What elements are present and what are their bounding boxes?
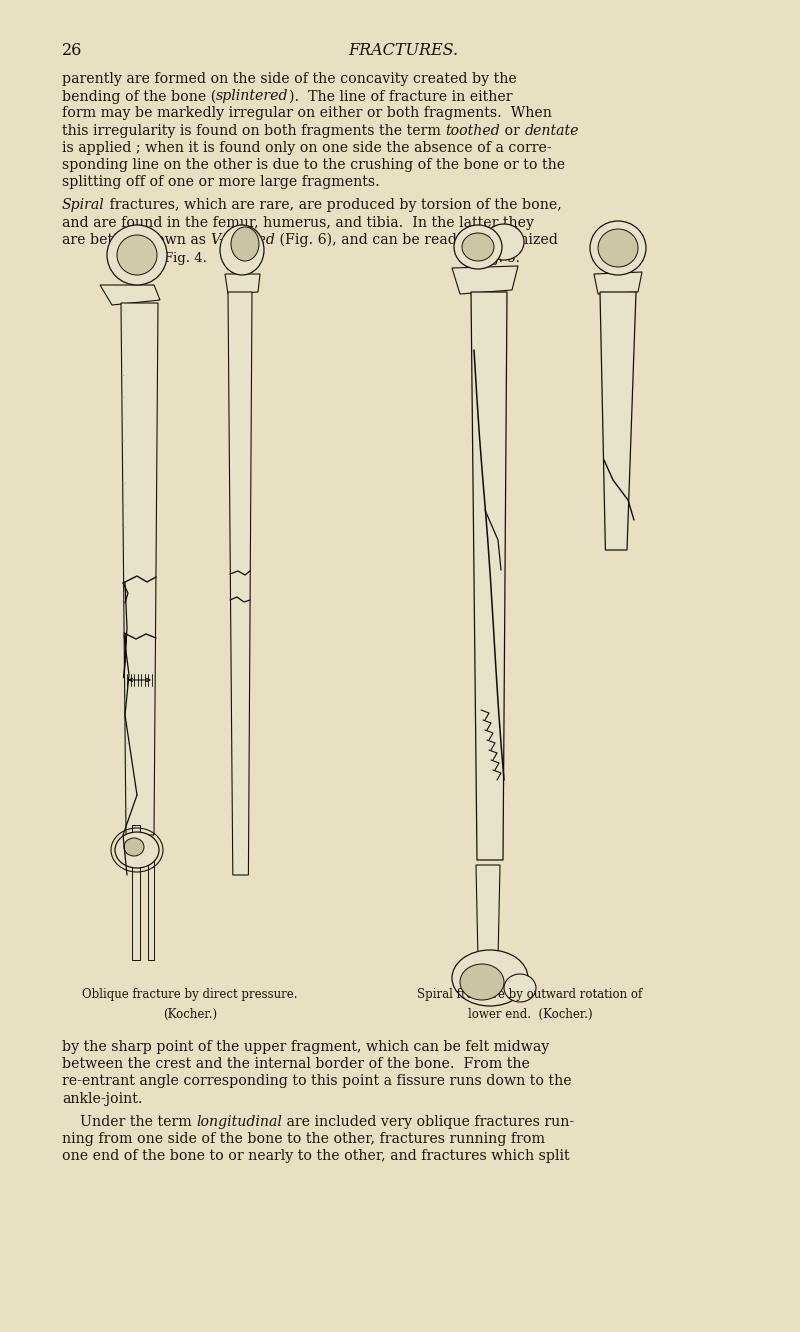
Text: splitting off of one or more large fragments.: splitting off of one or more large fragm… <box>62 176 380 189</box>
Text: are better known as: are better known as <box>62 233 210 246</box>
Text: Fig. 5.: Fig. 5. <box>477 252 519 265</box>
Polygon shape <box>225 274 260 294</box>
Polygon shape <box>148 840 154 960</box>
Text: parently are formed on the side of the concavity created by the: parently are formed on the side of the c… <box>62 72 517 87</box>
Polygon shape <box>452 266 518 294</box>
Text: or: or <box>500 124 525 137</box>
Text: one end of the bone to or nearly to the other, and fractures which split: one end of the bone to or nearly to the … <box>62 1150 570 1163</box>
Text: lower end.  (Kocher.): lower end. (Kocher.) <box>468 1008 592 1022</box>
Polygon shape <box>100 285 160 305</box>
Text: dentate: dentate <box>525 124 579 137</box>
Text: is applied ; when it is found only on one side the absence of a corre-: is applied ; when it is found only on on… <box>62 141 552 155</box>
Ellipse shape <box>454 225 502 269</box>
Polygon shape <box>476 864 500 960</box>
Ellipse shape <box>452 950 528 1006</box>
Text: Fig. 4.: Fig. 4. <box>163 252 206 265</box>
Ellipse shape <box>504 974 536 1002</box>
Text: ankle-joint.: ankle-joint. <box>62 1092 142 1106</box>
Text: Oblique fracture by direct pressure.: Oblique fracture by direct pressure. <box>82 988 298 1002</box>
Ellipse shape <box>220 225 264 274</box>
Text: Spiral fracture by outward rotation of: Spiral fracture by outward rotation of <box>418 988 642 1002</box>
Text: longitudinal: longitudinal <box>196 1115 282 1128</box>
Polygon shape <box>121 302 158 835</box>
Ellipse shape <box>124 838 144 856</box>
Text: between the crest and the internal border of the bone.  From the: between the crest and the internal borde… <box>62 1058 530 1071</box>
Text: V-shaped: V-shaped <box>210 233 275 246</box>
Text: this irregularity is found on both fragments the term: this irregularity is found on both fragm… <box>62 124 446 137</box>
Text: Under the term: Under the term <box>62 1115 196 1128</box>
Ellipse shape <box>231 226 259 261</box>
Text: ning from one side of the bone to the other, fractures running from: ning from one side of the bone to the ot… <box>62 1132 545 1146</box>
Text: splintered: splintered <box>216 89 289 103</box>
Polygon shape <box>471 292 507 860</box>
Text: re-entrant angle corresponding to this point a fissure runs down to the: re-entrant angle corresponding to this p… <box>62 1075 572 1088</box>
Text: fractures, which are rare, are produced by torsion of the bone,: fractures, which are rare, are produced … <box>105 198 562 212</box>
Ellipse shape <box>598 229 638 266</box>
Ellipse shape <box>117 234 157 274</box>
Text: ).  The line of fracture in either: ). The line of fracture in either <box>289 89 512 103</box>
Ellipse shape <box>462 233 494 261</box>
Text: (Kocher.): (Kocher.) <box>163 1008 217 1022</box>
Polygon shape <box>600 292 636 550</box>
Text: are included very oblique fractures run-: are included very oblique fractures run- <box>282 1115 574 1128</box>
Ellipse shape <box>590 221 646 274</box>
Ellipse shape <box>460 964 504 1000</box>
Text: Spiral: Spiral <box>62 198 105 212</box>
Polygon shape <box>594 272 642 294</box>
Ellipse shape <box>107 225 167 285</box>
Text: 26: 26 <box>62 43 82 59</box>
Text: sponding line on the other is due to the crushing of the bone or to the: sponding line on the other is due to the… <box>62 159 565 172</box>
Text: and are found in the femur, humerus, and tibia.  In the latter they: and are found in the femur, humerus, and… <box>62 216 534 229</box>
Text: toothed: toothed <box>446 124 500 137</box>
Text: form may be markedly irregular on either or both fragments.  When: form may be markedly irregular on either… <box>62 107 552 120</box>
Ellipse shape <box>484 224 524 260</box>
Text: bending of the bone (: bending of the bone ( <box>62 89 216 104</box>
Polygon shape <box>228 292 252 875</box>
Text: (Fig. 6), and can be readily recognized: (Fig. 6), and can be readily recognized <box>275 233 558 248</box>
Text: by the sharp point of the upper fragment, which can be felt midway: by the sharp point of the upper fragment… <box>62 1040 550 1054</box>
Polygon shape <box>132 825 140 960</box>
Text: FRACTURES.: FRACTURES. <box>349 43 458 59</box>
Ellipse shape <box>115 832 159 868</box>
